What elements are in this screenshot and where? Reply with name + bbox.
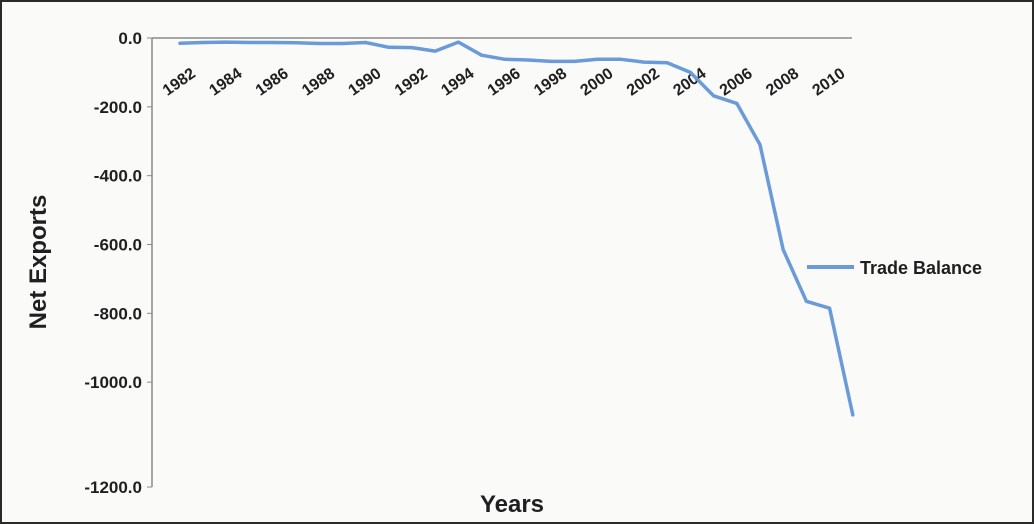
y-axis-ticks: 0.0 -200.0 -400.0 -600.0 -800.0 -1000.0 -1200.…	[84, 29, 152, 497]
y-tick-label: -200.0	[94, 98, 142, 117]
data-point	[178, 41, 182, 45]
y-tick-label: -800.0	[94, 304, 142, 323]
x-tick-label: 1998	[531, 65, 570, 99]
data-point	[688, 70, 693, 74]
data-point	[480, 53, 484, 57]
data-point	[503, 57, 507, 61]
y-axis-title: Net Exports	[25, 195, 52, 330]
x-tick-label: 1984	[206, 65, 245, 99]
data-point	[758, 143, 762, 147]
data-point	[387, 45, 391, 49]
data-point	[317, 41, 321, 46]
x-tick-label: 1992	[392, 65, 431, 99]
data-point	[642, 60, 646, 64]
data-point	[804, 299, 809, 303]
data-point	[596, 57, 600, 61]
data-point	[735, 101, 739, 105]
data-point	[224, 40, 228, 44]
data-point	[364, 40, 368, 45]
y-tick-label: -1000.0	[84, 373, 142, 392]
legend: Trade Balance	[807, 258, 982, 278]
legend-label-trade-balance: Trade Balance	[860, 258, 982, 278]
x-tick-label: 1994	[438, 65, 477, 99]
data-point	[294, 41, 298, 45]
x-tick-label: 2008	[763, 65, 802, 99]
x-tick-label: 2010	[810, 65, 849, 99]
data-point	[619, 57, 623, 61]
data-point	[828, 306, 832, 310]
data-point	[433, 49, 437, 53]
data-point	[271, 40, 275, 45]
data-point	[665, 61, 669, 65]
x-tick-label: 1982	[160, 65, 199, 99]
data-point	[851, 413, 855, 417]
x-tick-label: 2002	[624, 65, 663, 99]
y-tick-label: -400.0	[94, 167, 142, 186]
data-point	[456, 40, 460, 44]
x-tick-label: 1990	[346, 65, 385, 99]
x-tick-label: 1986	[253, 65, 292, 99]
x-tick-label: 2004	[670, 65, 709, 99]
data-point	[201, 40, 205, 45]
x-axis-title: Years	[480, 491, 544, 518]
data-point	[549, 59, 553, 64]
trade-balance-line	[178, 40, 855, 417]
data-point	[340, 41, 344, 46]
y-tick-label: -1200.0	[84, 478, 142, 497]
data-point	[712, 94, 716, 98]
y-tick-label: 0.0	[118, 29, 142, 48]
data-point	[781, 248, 785, 252]
data-point	[410, 46, 414, 50]
data-point	[526, 58, 530, 62]
data-point	[572, 59, 577, 64]
x-tick-label: 2006	[717, 65, 756, 99]
x-axis-ticks: 1982 1984 1986 1988 1990 1992 1994 1996 1998 2000…	[160, 65, 849, 99]
x-tick-label: 1996	[485, 65, 524, 99]
y-tick-label: -600.0	[94, 236, 142, 255]
series-points	[178, 40, 855, 417]
x-tick-label: 2000	[578, 65, 617, 99]
data-point	[248, 40, 252, 45]
x-tick-label: 1988	[299, 65, 338, 99]
